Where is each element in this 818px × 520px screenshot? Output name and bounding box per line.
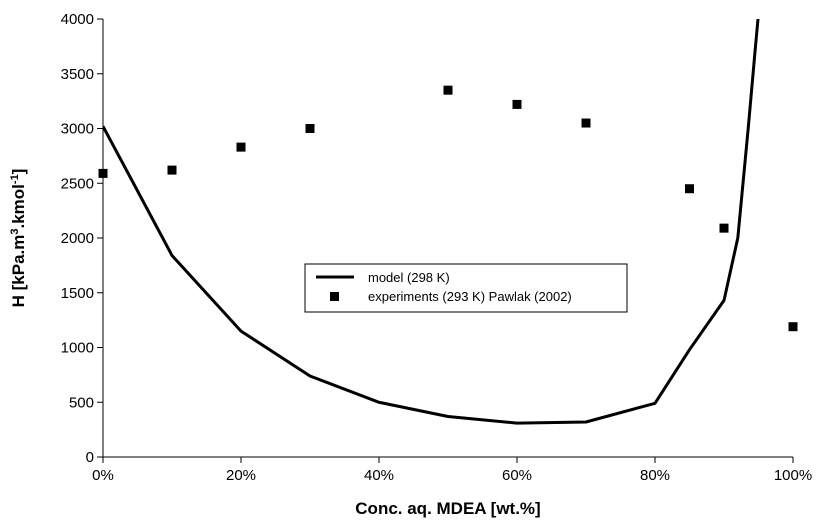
y-tick-label: 4000 <box>61 11 94 28</box>
x-tick-label: 60% <box>502 467 532 484</box>
x-tick-label: 80% <box>640 467 670 484</box>
data-point-experiment <box>581 118 591 128</box>
y-tick-label: 3000 <box>61 121 94 138</box>
x-axis: 0% 20% 40% 60% 80% 100% <box>92 456 812 484</box>
data-point-experiment <box>98 168 108 178</box>
data-point-experiment <box>443 85 453 95</box>
data-point-experiment <box>167 165 177 175</box>
x-tick-label: 0% <box>92 467 114 484</box>
y-axis: 0 500 1000 1500 2000 2500 3000 3500 4000 <box>61 11 104 466</box>
data-point-experiment <box>305 124 315 133</box>
legend-label-experiments: experiments (293 K) Pawlak (2002) <box>368 289 572 304</box>
x-tick-label: 20% <box>226 467 256 484</box>
x-tick-label: 100% <box>774 467 812 484</box>
data-point-experiment <box>788 322 798 332</box>
series-layer <box>103 19 760 425</box>
y-tick-label: 1000 <box>61 340 94 357</box>
legend-marker-swatch <box>330 292 339 301</box>
series-model-line <box>103 19 760 425</box>
x-axis-title: Conc. aq. MDEA [wt.%] <box>355 499 540 518</box>
y-tick-label: 2500 <box>61 175 94 192</box>
data-point-experiment <box>512 99 522 109</box>
legend-box <box>304 263 628 313</box>
data-point-experiment <box>236 142 246 152</box>
legend: model (298 K) experiments (293 K) Pawlak… <box>304 263 628 313</box>
legend-label-model: model (298 K) <box>368 270 450 285</box>
y-axis-title: H [kPa.m3.kmol-1] <box>9 169 28 308</box>
x-tick-label: 40% <box>364 467 394 484</box>
y-tick-label: 500 <box>69 394 94 411</box>
y-tick-label: 1500 <box>61 285 94 302</box>
data-point-experiment <box>685 184 694 194</box>
y-tick-label: 2000 <box>61 230 94 247</box>
data-point-experiment <box>719 223 729 233</box>
y-tick-label: 0 <box>86 449 94 466</box>
marker-layer <box>98 85 798 332</box>
y-tick-label: 3500 <box>61 66 94 83</box>
